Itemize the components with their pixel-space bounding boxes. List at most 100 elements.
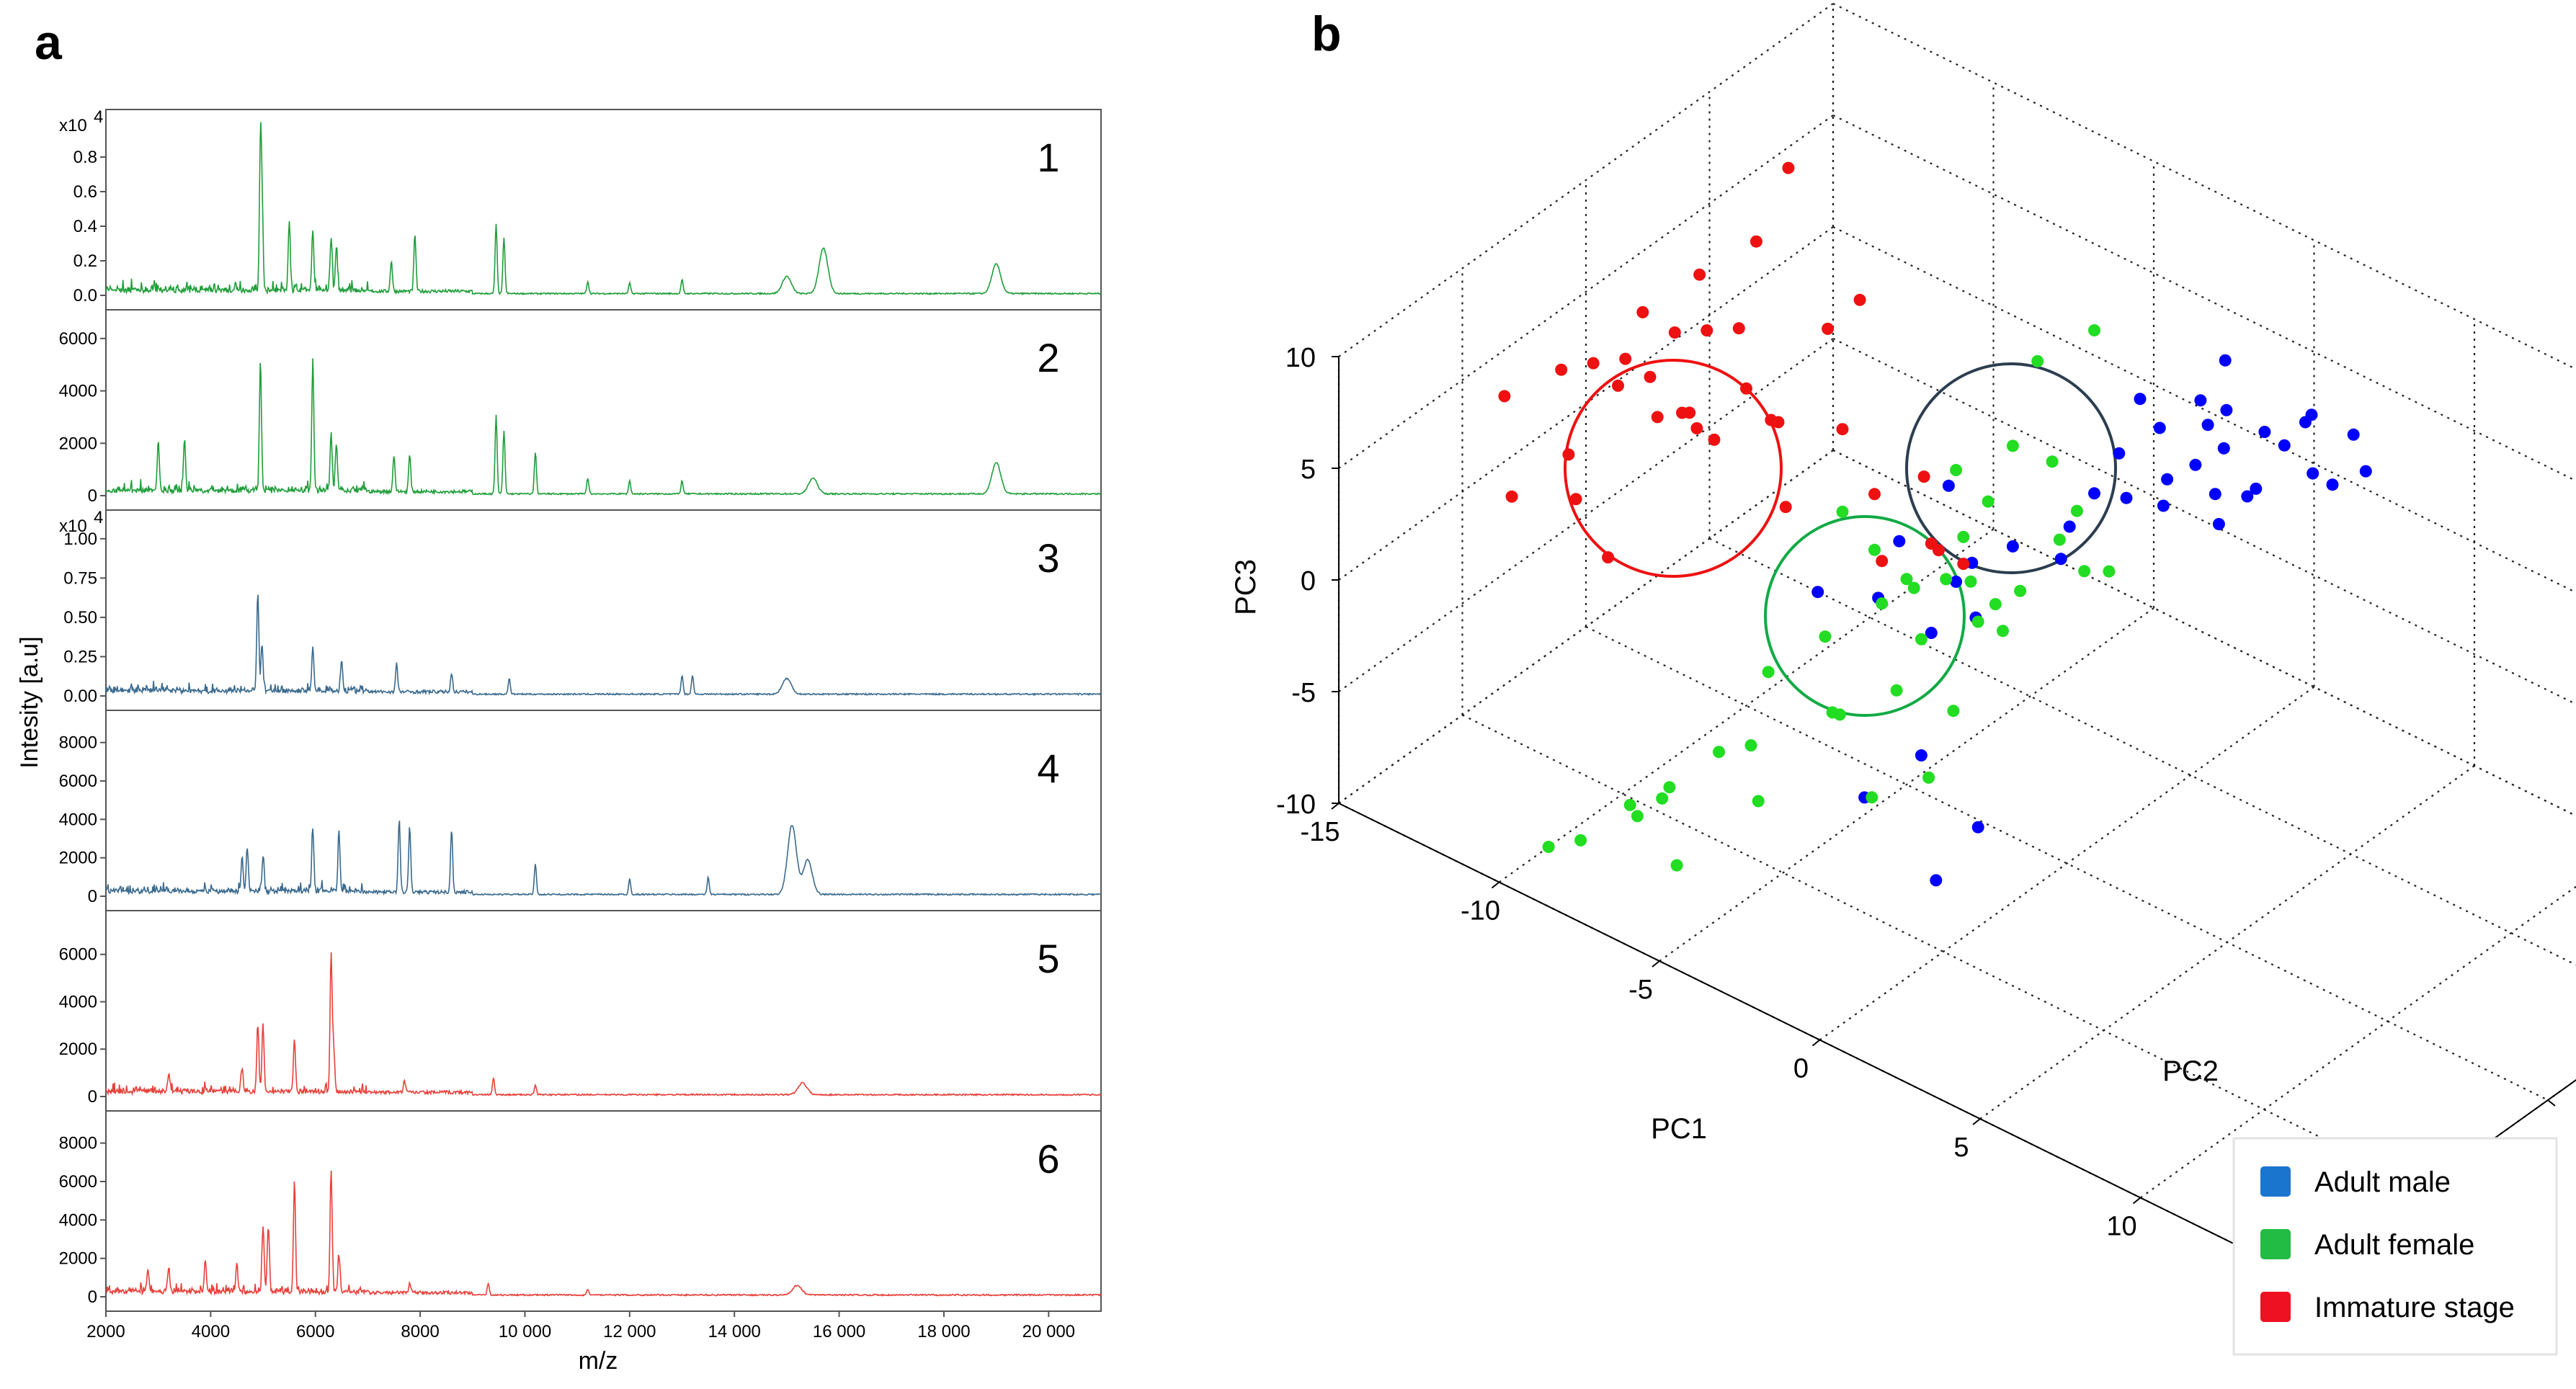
scatter-point: [1498, 390, 1511, 403]
pc3-tick-label: 5: [1301, 455, 1316, 485]
scatter-point: [2070, 504, 2083, 517]
back-wall-grid-line: [1832, 3, 2576, 370]
y-scale-label: x10: [59, 517, 87, 536]
y-tick-label: 0.0: [73, 286, 97, 305]
scatter-point: [1868, 543, 1881, 556]
floor-grid-line: [1819, 686, 2315, 1041]
scatter-point: [1876, 597, 1889, 610]
floor-grid-line: [1498, 528, 1995, 883]
spectrum-frame: [105, 309, 1102, 511]
y-tick-label: 4000: [59, 810, 97, 829]
scatter-point: [1762, 666, 1775, 679]
y-tick-label: 0.25: [63, 647, 97, 666]
y-tick-label: 2000: [59, 434, 97, 453]
y-tick-label: 0.00: [63, 687, 97, 706]
scatter-point: [2046, 455, 2059, 468]
y-scale-exponent: 4: [94, 107, 103, 127]
scatter-point: [1555, 363, 1568, 376]
legend-swatch-adult-female: [2260, 1229, 2291, 1259]
spectrum-frame: [105, 910, 1102, 1112]
scatter-point: [1930, 874, 1943, 887]
y-tick-label: 0.50: [63, 608, 97, 627]
x-tick-label: 8000: [401, 1322, 439, 1341]
scatter-point: [2031, 354, 2044, 367]
scatter-point: [1957, 530, 1970, 543]
scatter-point: [1744, 739, 1757, 752]
side-wall-grid-line: [1338, 338, 1834, 692]
x-tick-label: 20 000: [1022, 1322, 1075, 1341]
scatter-point: [2006, 540, 2019, 553]
scatter-point: [1922, 771, 1935, 784]
scatter-point: [2194, 394, 2207, 407]
pc3-tick-label: 0: [1301, 566, 1316, 597]
pc1-tick-label: 0: [1793, 1054, 1809, 1084]
x-tick-label: 18 000: [917, 1322, 970, 1341]
scatter-point: [2053, 533, 2066, 546]
scatter-point: [2088, 324, 2100, 336]
y-tick-label: 0.8: [73, 148, 97, 167]
scatter-point: [1602, 551, 1615, 564]
scatter-point: [1836, 423, 1849, 436]
side-wall-grid-line: [1338, 450, 1834, 804]
scatter-point: [2006, 439, 2019, 452]
scatter-point: [1971, 821, 1984, 834]
side-wall-grid-line: [1338, 115, 1834, 469]
scatter-point: [2278, 439, 2291, 452]
legend-label-immature-stage: Immature stage: [2314, 1292, 2515, 1323]
scatter-point: [1651, 411, 1664, 424]
scatter-point: [2241, 490, 2254, 503]
y-tick-label: 2000: [59, 849, 97, 868]
scatter-point: [1562, 448, 1575, 461]
scatter-point: [1670, 859, 1683, 872]
scatter-point: [1750, 235, 1762, 248]
y-tick-label: 0.75: [63, 568, 97, 588]
scatter-point: [1631, 810, 1644, 823]
scatter-point: [1683, 406, 1696, 419]
spectrum-number-label: 5: [1037, 936, 1059, 981]
scatter-point: [1713, 746, 1725, 759]
scatter-point: [2113, 447, 2126, 460]
scatter-point: [2103, 565, 2116, 578]
spectrum-frame: [105, 710, 1102, 911]
scatter-point: [1644, 370, 1657, 383]
scatter-point: [2153, 421, 2166, 434]
scatter-point: [1971, 615, 1984, 628]
scatter-point: [1917, 470, 1930, 483]
scatter-point: [2078, 565, 2091, 578]
pc1-tick-label: -5: [1628, 975, 1653, 1005]
pc1-axis-label: PC1: [1651, 1113, 1707, 1145]
cluster-circle: [1764, 515, 1966, 717]
scatter-point: [1636, 305, 1649, 318]
back-wall-grid-line: [1832, 226, 2576, 594]
pc1-tick-mark: [1331, 803, 1340, 810]
y-tick-label: 6000: [59, 329, 97, 349]
scatter-point: [1668, 326, 1681, 339]
scatter-point: [1942, 479, 1955, 492]
scatter-point: [1505, 490, 1518, 503]
spectra-y-axis-label: Intesity [a.u]: [16, 636, 43, 768]
x-tick-label: 2000: [86, 1322, 125, 1341]
pc2-tick-mark: [2547, 1099, 2556, 1107]
scatter-point: [1701, 324, 1713, 337]
y-tick-label: 8000: [59, 733, 97, 753]
scatter-point: [1619, 352, 1632, 365]
y-tick-label: 4000: [59, 382, 97, 401]
scatter-point: [2217, 442, 2230, 455]
scatter-point: [1574, 834, 1587, 847]
scatter-point: [1950, 464, 1963, 476]
scatter-point: [2359, 465, 2372, 478]
scatter-point: [2054, 553, 2067, 566]
scatter-point: [1900, 573, 1913, 586]
scatter-point: [2219, 354, 2232, 367]
pc1-tick-mark: [1491, 881, 1500, 889]
floor-grid-line: [1709, 537, 2576, 966]
scatter-point: [1957, 558, 1970, 571]
scatter-point: [1772, 416, 1785, 429]
y-scale-label: x10: [59, 116, 87, 135]
y-tick-label: 4000: [59, 992, 97, 1011]
spectrum-trace: [105, 952, 1102, 1097]
legend: Adult male Adult female Immature stage: [2232, 1137, 2558, 1356]
scatter-point: [2326, 478, 2339, 491]
pc1-tick-label: 5: [1953, 1133, 1969, 1163]
